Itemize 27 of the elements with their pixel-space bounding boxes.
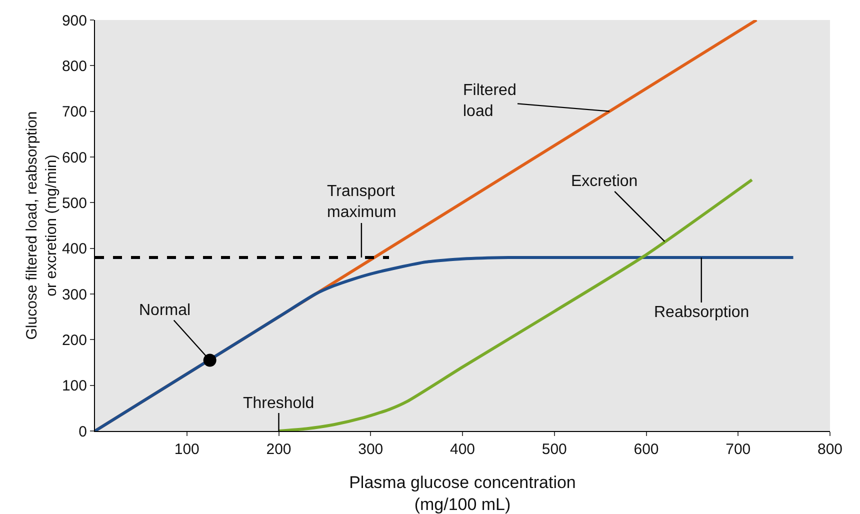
annotation: Reabsorption [654,304,750,321]
y-tick-label: 500 [62,194,87,212]
annotation: Normal [139,302,191,319]
y-axis-title: Glucose filtered load, reabsorption or excretion (mg/min) [23,111,60,340]
annotation: Filtered load [463,82,516,120]
x-tick-label: 500 [542,441,567,458]
y-tick-label: 900 [62,12,87,30]
y-tick-label: 0 [78,423,87,440]
x-tick-label: 700 [726,441,751,458]
x-axis-title: Plasma glucose concentration (mg/100 mL) [349,472,576,514]
y-tick-label: 400 [62,240,87,258]
x-tick-label: 100 [174,441,200,458]
x-tick-label: 600 [634,441,659,458]
annotation: Excretion [571,173,638,190]
y-tick-label: 700 [62,104,87,121]
y-tick-label: 200 [62,332,87,349]
y-tick-label: 300 [62,286,87,304]
x-tick-label: 800 [817,441,843,458]
x-tick-label: 400 [450,441,476,458]
annotation: Transport maximum [327,183,396,221]
x-tick-label: 200 [266,441,292,458]
x-tick-label: 300 [358,441,384,458]
y-tick-label: 100 [62,378,87,395]
y-tick-label: 600 [62,149,87,166]
annotation: Threshold [243,395,314,412]
line-series [95,256,795,431]
y-tick-label: 800 [62,58,87,75]
